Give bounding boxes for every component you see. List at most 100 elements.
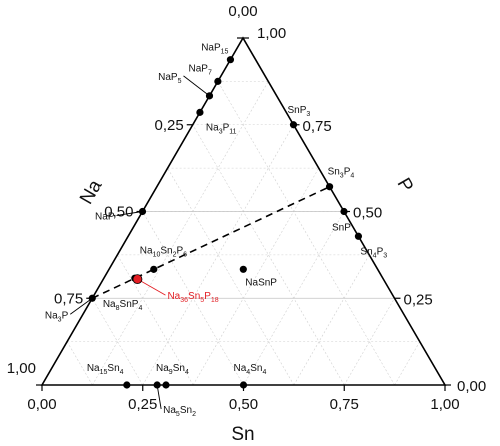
leader-NaP5 — [183, 75, 210, 97]
label-part: SnP — [120, 299, 139, 310]
point-NaP5 — [205, 92, 214, 100]
label-part: Na — [87, 363, 100, 374]
axis-label-na: Na — [76, 176, 107, 208]
label-part: 5 — [178, 78, 182, 85]
label-part: P — [204, 291, 211, 302]
label-part: Na — [163, 405, 176, 416]
label-part: 4 — [246, 369, 250, 376]
label-part: Na — [206, 122, 219, 133]
grid-line — [343, 298, 395, 386]
point-SnP — [340, 207, 348, 216]
axis-label-sn: Sn — [231, 424, 254, 445]
label-part: Na — [167, 291, 180, 302]
label-part: Sn — [360, 246, 372, 257]
grid-line — [92, 81, 269, 386]
compound-labels: NaP15NaP7NaP5Na3P11NaPNa3PSnP3Sn3P4SnPSn… — [45, 43, 387, 418]
label-part: 11 — [229, 128, 236, 135]
point-Na36Sn5P18 — [132, 274, 143, 285]
label-part: Sn — [180, 405, 192, 416]
label-SnP: SnP — [332, 223, 351, 234]
label-part: P — [62, 310, 69, 321]
label-NaSnP: NaSnP — [245, 277, 277, 288]
label-part: 4 — [350, 173, 354, 180]
tick-label-na: 0,00 — [228, 3, 257, 20]
label-Na3P11: Na3P11 — [206, 122, 237, 135]
tie-line — [91, 186, 330, 299]
label-part: Sn — [107, 363, 119, 374]
grid-line — [192, 167, 320, 386]
point-Na3P — [88, 294, 96, 302]
point-Na4Sn4 — [239, 381, 248, 389]
grid-line — [167, 167, 295, 386]
label-part: 4 — [138, 305, 142, 312]
tick-label-sn: 0,50 — [229, 396, 258, 413]
label-part: 4 — [262, 369, 266, 376]
label-Na8SnP4: Na8SnP4 — [103, 299, 143, 312]
label-part: Na — [156, 363, 169, 374]
tick-label-sn: 0,00 — [27, 396, 56, 413]
label-part: 15 — [100, 369, 108, 376]
label-part: SnP — [288, 105, 307, 116]
label-Sn4P3: Sn4P3 — [360, 246, 387, 259]
tick-label-na: 0,50 — [104, 204, 133, 221]
tick-label-sn: 0,25 — [128, 396, 157, 413]
point-Na15Sn4 — [123, 381, 131, 389]
point-NaP15 — [226, 56, 235, 64]
tick-label-p: 0,00 — [457, 378, 486, 395]
tick-label-p: 0,50 — [353, 205, 382, 222]
label-part: 3 — [306, 111, 310, 118]
grid-line — [293, 254, 370, 386]
tick-label-p: 0,25 — [404, 291, 433, 308]
label-NaP: NaP — [95, 212, 115, 223]
label-part: 15 — [221, 49, 229, 56]
label-Na36Sn5P18: Na36Sn5P18 — [167, 291, 218, 304]
tick-label-sn: 0,75 — [330, 396, 359, 413]
label-part: 18 — [211, 297, 219, 304]
label-part: P — [377, 246, 384, 257]
point-Na5Sn2 — [153, 381, 161, 389]
label-NaP15: NaP15 — [201, 43, 228, 56]
label-Na4Sn4: Na4Sn4 — [234, 363, 267, 376]
point-NaP7 — [214, 77, 222, 85]
label-part: 5 — [200, 297, 204, 304]
tick-labels: 0,000,250,500,751,000,000,250,500,751,00… — [7, 3, 486, 413]
label-Na5Sn2: Na5Sn2 — [163, 405, 196, 418]
label-part: Na — [234, 363, 247, 374]
label-SnP3: SnP3 — [288, 105, 311, 118]
label-part: 4 — [120, 369, 124, 376]
label-part: 36 — [180, 297, 188, 304]
grid-lines — [66, 81, 421, 386]
label-NaP5: NaP5 — [158, 72, 181, 85]
label-part: 4 — [373, 252, 377, 259]
label-part: 10 — [153, 251, 161, 258]
tick-label-sn: 1,00 — [430, 396, 459, 413]
tick-label-na: 1,00 — [7, 360, 36, 377]
axis-label-p: P — [392, 175, 417, 196]
label-part: Na — [103, 299, 116, 310]
label-part: NaP — [189, 63, 209, 74]
point-Na9Sn4 — [162, 381, 170, 389]
point-Na3P11 — [196, 108, 204, 116]
label-part: 7 — [208, 69, 212, 76]
leader-Na36Sn5P18 — [137, 278, 166, 296]
label-part: 6 — [183, 251, 187, 258]
label-part: Sn — [173, 363, 185, 374]
label-part: P — [344, 167, 351, 178]
label-part: NaP — [201, 43, 221, 54]
leader-Na3P — [69, 297, 93, 315]
point-NaSnP — [239, 265, 247, 273]
grid-line — [217, 81, 395, 386]
label-part: 5 — [176, 411, 180, 418]
label-Na15Sn4: Na15Sn4 — [87, 363, 124, 376]
label-part: P — [223, 122, 230, 133]
label-Sn3P4: Sn3P4 — [328, 167, 355, 180]
label-part: 2 — [192, 411, 196, 418]
grid-line — [117, 254, 194, 386]
label-NaP7: NaP7 — [189, 63, 212, 76]
leader-NaP — [116, 211, 143, 216]
label-part: 9 — [169, 369, 173, 376]
label-part: 4 — [185, 369, 189, 376]
point-SnP3 — [289, 121, 298, 129]
label-part: 3 — [340, 173, 344, 180]
